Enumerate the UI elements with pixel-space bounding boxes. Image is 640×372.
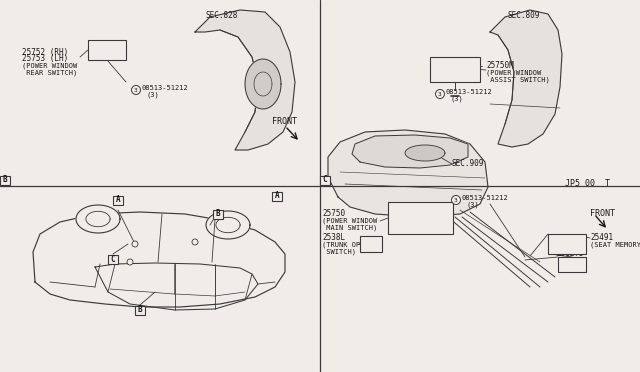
Polygon shape — [206, 211, 250, 239]
Text: A: A — [275, 192, 279, 201]
Polygon shape — [490, 10, 562, 147]
Polygon shape — [245, 59, 281, 109]
Text: 08513-51212: 08513-51212 — [462, 195, 509, 201]
Text: (POWER WINDOW: (POWER WINDOW — [486, 70, 541, 76]
Text: (SEAT MEMORY SWITCH): (SEAT MEMORY SWITCH) — [590, 242, 640, 248]
Bar — [135, 305, 145, 314]
Circle shape — [435, 90, 445, 99]
Bar — [113, 196, 123, 205]
Text: 25752 (RH): 25752 (RH) — [22, 48, 68, 57]
Text: 08513-51212: 08513-51212 — [446, 89, 493, 95]
Text: 25127D: 25127D — [556, 250, 584, 259]
Text: B: B — [138, 305, 142, 314]
Text: SEC.809: SEC.809 — [508, 10, 540, 19]
Text: FRONT: FRONT — [272, 118, 297, 126]
Bar — [272, 192, 282, 201]
Text: C: C — [111, 254, 115, 263]
Text: MAIN SWITCH): MAIN SWITCH) — [322, 225, 377, 231]
Circle shape — [192, 239, 198, 245]
Text: (POWER WINDOW: (POWER WINDOW — [22, 63, 77, 69]
Circle shape — [127, 259, 133, 265]
Text: C: C — [323, 176, 327, 185]
Text: 25753 (LH): 25753 (LH) — [22, 55, 68, 64]
Bar — [108, 254, 118, 263]
Text: 3: 3 — [134, 87, 138, 93]
Polygon shape — [76, 205, 120, 233]
Circle shape — [132, 241, 138, 247]
Bar — [0, 176, 10, 185]
Circle shape — [451, 196, 461, 205]
Bar — [430, 57, 480, 82]
Text: 25750M: 25750M — [486, 61, 514, 71]
Text: SEC.828: SEC.828 — [205, 10, 237, 19]
Text: (3): (3) — [466, 202, 479, 208]
Text: B: B — [216, 209, 220, 218]
Text: (POWER WINDOW: (POWER WINDOW — [322, 218, 377, 224]
Polygon shape — [328, 130, 488, 217]
Text: A: A — [116, 196, 120, 205]
Circle shape — [131, 86, 141, 94]
Bar — [558, 257, 586, 272]
Bar — [213, 209, 223, 218]
Text: 25750: 25750 — [322, 209, 345, 218]
Text: B: B — [3, 176, 7, 185]
Text: (3): (3) — [146, 92, 159, 98]
Text: (TRUNK OPENER: (TRUNK OPENER — [322, 242, 377, 248]
Text: SWITCH): SWITCH) — [322, 249, 356, 255]
Bar — [320, 176, 330, 185]
Bar — [360, 236, 382, 252]
Text: (3): (3) — [450, 96, 463, 102]
Text: 3: 3 — [438, 92, 442, 96]
Text: 25491: 25491 — [590, 234, 613, 243]
Text: FRONT: FRONT — [590, 209, 615, 218]
Bar — [548, 234, 586, 254]
Bar — [388, 202, 453, 234]
Polygon shape — [405, 145, 445, 161]
Text: JP5 00  T: JP5 00 T — [565, 180, 610, 189]
Text: ASSIST SWITCH): ASSIST SWITCH) — [486, 77, 550, 83]
Polygon shape — [195, 10, 295, 150]
Text: SEC.909: SEC.909 — [452, 160, 484, 169]
Polygon shape — [352, 135, 468, 168]
Text: 2538L: 2538L — [322, 234, 345, 243]
Text: 08513-51212: 08513-51212 — [142, 85, 189, 91]
Text: REAR SWITCH): REAR SWITCH) — [22, 70, 77, 76]
Bar — [88, 40, 126, 60]
Text: 3: 3 — [454, 198, 458, 202]
